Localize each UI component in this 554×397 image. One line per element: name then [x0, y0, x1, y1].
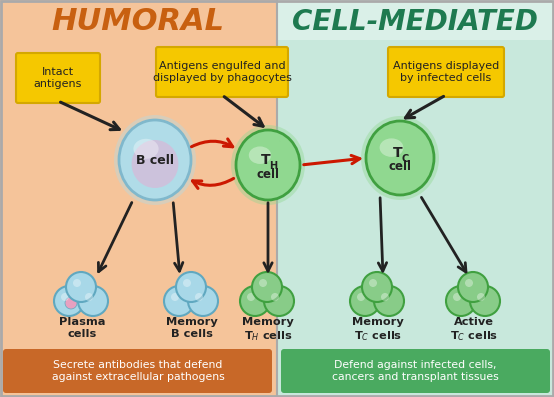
Ellipse shape — [134, 139, 158, 159]
Text: B cell: B cell — [136, 154, 174, 166]
Text: HUMORAL: HUMORAL — [52, 8, 224, 37]
Text: C: C — [402, 154, 409, 164]
Ellipse shape — [236, 130, 300, 200]
Circle shape — [350, 286, 380, 316]
Text: Defend against infected cells,
cancers and transplant tissues: Defend against infected cells, cancers a… — [332, 360, 499, 382]
Circle shape — [252, 272, 282, 302]
Text: Antigens displayed
by infected cells: Antigens displayed by infected cells — [393, 61, 499, 83]
Text: Antigens engulfed and
displayed by phagocytes: Antigens engulfed and displayed by phago… — [152, 61, 291, 83]
Text: Plasma
cells: Plasma cells — [59, 317, 105, 339]
Circle shape — [171, 293, 179, 301]
Ellipse shape — [119, 120, 191, 200]
Bar — [0, 0, 277, 397]
Circle shape — [271, 293, 279, 301]
FancyBboxPatch shape — [156, 47, 288, 97]
Circle shape — [465, 279, 473, 287]
Circle shape — [195, 293, 203, 301]
Text: T: T — [393, 146, 403, 160]
FancyBboxPatch shape — [388, 47, 504, 97]
Bar — [277, 0, 554, 397]
FancyBboxPatch shape — [3, 349, 272, 393]
Circle shape — [357, 293, 365, 301]
Circle shape — [259, 279, 267, 287]
Ellipse shape — [366, 121, 434, 195]
Text: Intact
antigens: Intact antigens — [34, 67, 82, 89]
Circle shape — [240, 286, 270, 316]
Circle shape — [374, 286, 404, 316]
Text: Memory
T$_C$ cells: Memory T$_C$ cells — [352, 317, 404, 343]
Circle shape — [66, 272, 96, 302]
Text: CELL-MEDIATED: CELL-MEDIATED — [292, 8, 538, 36]
Text: Memory
T$_H$ cells: Memory T$_H$ cells — [242, 317, 294, 343]
FancyBboxPatch shape — [281, 349, 550, 393]
Text: cell: cell — [257, 168, 280, 181]
Text: Secrete antibodies that defend
against extracellular pathogens: Secrete antibodies that defend against e… — [52, 360, 224, 382]
Ellipse shape — [249, 146, 271, 164]
Circle shape — [176, 272, 206, 302]
Text: Active
T$_C$ cells: Active T$_C$ cells — [450, 317, 498, 343]
Circle shape — [188, 286, 218, 316]
Text: Memory
B cells: Memory B cells — [166, 317, 218, 339]
Circle shape — [446, 286, 476, 316]
Circle shape — [247, 293, 255, 301]
Circle shape — [65, 297, 77, 309]
Circle shape — [54, 286, 84, 316]
Bar — [0, 0, 277, 40]
Text: T: T — [261, 153, 271, 167]
Ellipse shape — [132, 140, 178, 188]
Circle shape — [453, 293, 461, 301]
Ellipse shape — [231, 125, 305, 205]
Circle shape — [362, 272, 392, 302]
Ellipse shape — [361, 116, 439, 200]
FancyBboxPatch shape — [16, 53, 100, 103]
Circle shape — [78, 286, 108, 316]
Circle shape — [164, 286, 194, 316]
Circle shape — [458, 272, 488, 302]
Circle shape — [381, 293, 389, 301]
Text: cell: cell — [388, 160, 412, 173]
Circle shape — [470, 286, 500, 316]
Ellipse shape — [114, 115, 196, 205]
Ellipse shape — [379, 139, 403, 157]
Circle shape — [183, 279, 191, 287]
Circle shape — [264, 286, 294, 316]
Circle shape — [85, 293, 93, 301]
Circle shape — [73, 279, 81, 287]
Circle shape — [369, 279, 377, 287]
Circle shape — [477, 293, 485, 301]
Circle shape — [61, 293, 69, 301]
Bar — [277, 0, 554, 40]
Text: H: H — [269, 161, 277, 171]
